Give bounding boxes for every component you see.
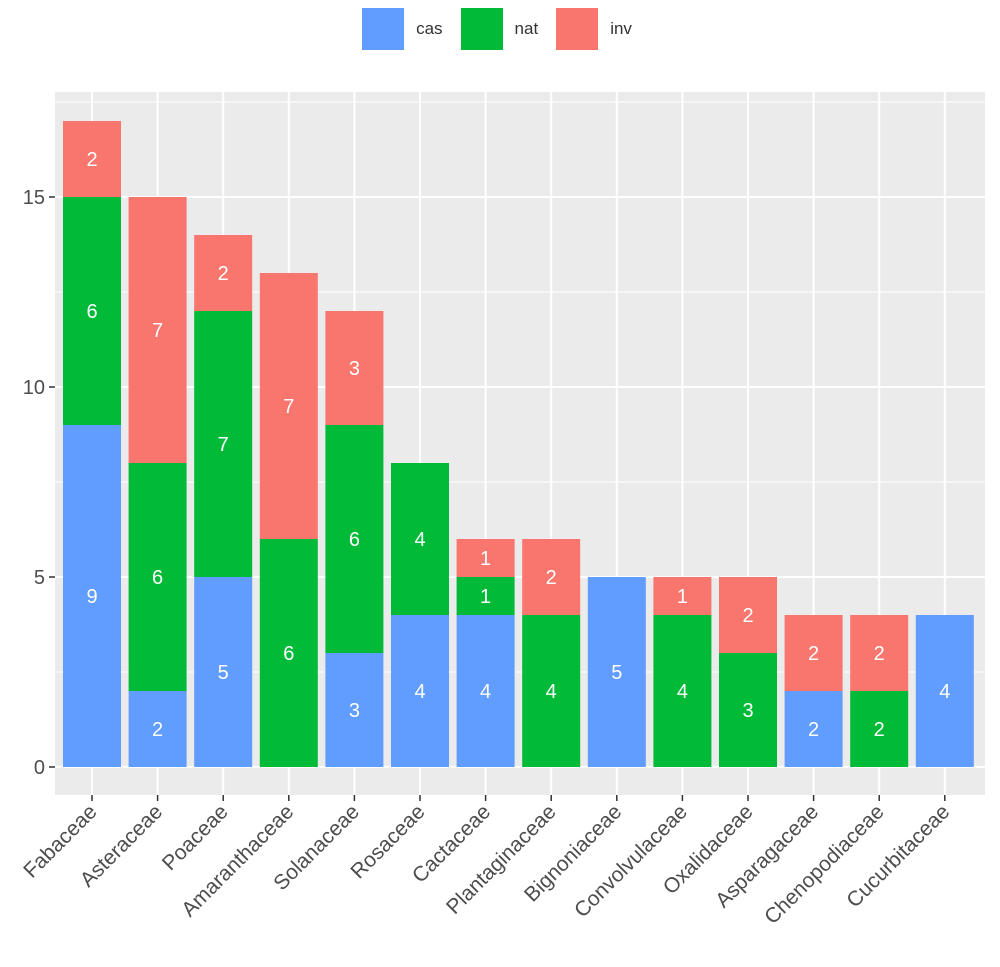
data-label: 2 — [86, 149, 97, 171]
bar-segment-nat — [719, 653, 777, 767]
legend: cas nat inv — [0, 8, 1000, 50]
data-label: 2 — [218, 263, 229, 285]
data-label: 1 — [480, 548, 491, 570]
bar-segment-cas — [391, 615, 449, 767]
bar-segment-inv — [522, 539, 581, 615]
legend-label: nat — [514, 19, 539, 38]
bar-segment-inv — [194, 235, 253, 311]
data-label: 6 — [86, 301, 97, 323]
data-label: 2 — [742, 605, 753, 627]
bar-segment-nat — [194, 311, 253, 577]
data-label: 2 — [152, 719, 163, 741]
data-label: 3 — [349, 700, 360, 722]
data-label: 3 — [349, 358, 360, 380]
bar-segment-nat — [63, 197, 121, 425]
legend-item-nat: nat — [460, 8, 545, 50]
bar-segment-nat — [456, 577, 515, 615]
data-label: 1 — [480, 586, 491, 608]
data-label: 3 — [742, 700, 753, 722]
data-label: 6 — [152, 567, 163, 589]
legend-swatch — [460, 8, 503, 50]
bar-segment-nat — [391, 463, 449, 615]
legend-swatch — [362, 8, 405, 50]
data-label: 2 — [874, 643, 885, 665]
data-label: 4 — [414, 529, 425, 551]
data-label: 6 — [349, 529, 360, 551]
bar-segment-cas — [194, 577, 253, 767]
legend-label: inv — [610, 19, 632, 38]
data-label: 1 — [677, 586, 688, 608]
legend-item-inv: inv — [556, 8, 638, 50]
data-label: 4 — [480, 681, 491, 703]
data-label: 5 — [218, 662, 229, 684]
y-tick-label: 5 — [34, 567, 45, 589]
data-label: 9 — [86, 586, 97, 608]
bar-segment-cas — [128, 691, 187, 767]
data-label: 2 — [808, 719, 819, 741]
data-label: 2 — [808, 643, 819, 665]
data-label: 2 — [874, 719, 885, 741]
data-label: 5 — [611, 662, 622, 684]
bar-segment-nat — [653, 615, 712, 767]
bar-segment-inv — [719, 577, 777, 653]
bar-segment-inv — [325, 311, 384, 425]
bar-segment-cas — [456, 615, 515, 767]
bar-segment-cas — [587, 577, 646, 767]
data-label: 4 — [939, 681, 950, 703]
bar-segment-inv — [63, 121, 121, 197]
data-label: 4 — [414, 681, 425, 703]
bar-segment-inv — [653, 577, 712, 615]
y-tick-label: 0 — [34, 757, 45, 779]
bar-segment-cas — [325, 653, 384, 767]
y-tick-label: 10 — [23, 377, 45, 399]
bar-segment-nat — [259, 539, 318, 767]
bar-segment-cas — [915, 615, 974, 767]
x-tick-label: Chenopodiaceae — [760, 800, 889, 929]
data-label: 4 — [546, 681, 557, 703]
data-label: 6 — [283, 643, 294, 665]
bar-segment-nat — [522, 615, 581, 767]
bar-segment-inv — [128, 197, 187, 463]
bar-segment-nat — [850, 691, 909, 767]
data-label: 7 — [283, 396, 294, 418]
bar-segment-cas — [784, 691, 843, 767]
bar-segment-inv — [850, 615, 909, 691]
legend-swatch — [556, 8, 599, 50]
bar-segment-inv — [456, 539, 515, 577]
x-tick-label: Amaranthaceae — [177, 800, 298, 921]
data-label: 7 — [218, 434, 229, 456]
x-tick-label: Convolvulaceae — [570, 800, 692, 922]
bar-segment-inv — [259, 273, 318, 539]
legend-label: cas — [416, 19, 443, 38]
bar-segment-cas — [63, 425, 121, 767]
data-label: 7 — [152, 320, 163, 342]
y-tick-label: 15 — [23, 187, 45, 209]
data-label: 2 — [546, 567, 557, 589]
data-label: 4 — [677, 681, 688, 703]
bar-segment-nat — [128, 463, 187, 691]
bar-segment-nat — [325, 425, 384, 653]
legend-item-cas: cas — [362, 8, 448, 50]
bar-segment-inv — [784, 615, 843, 691]
